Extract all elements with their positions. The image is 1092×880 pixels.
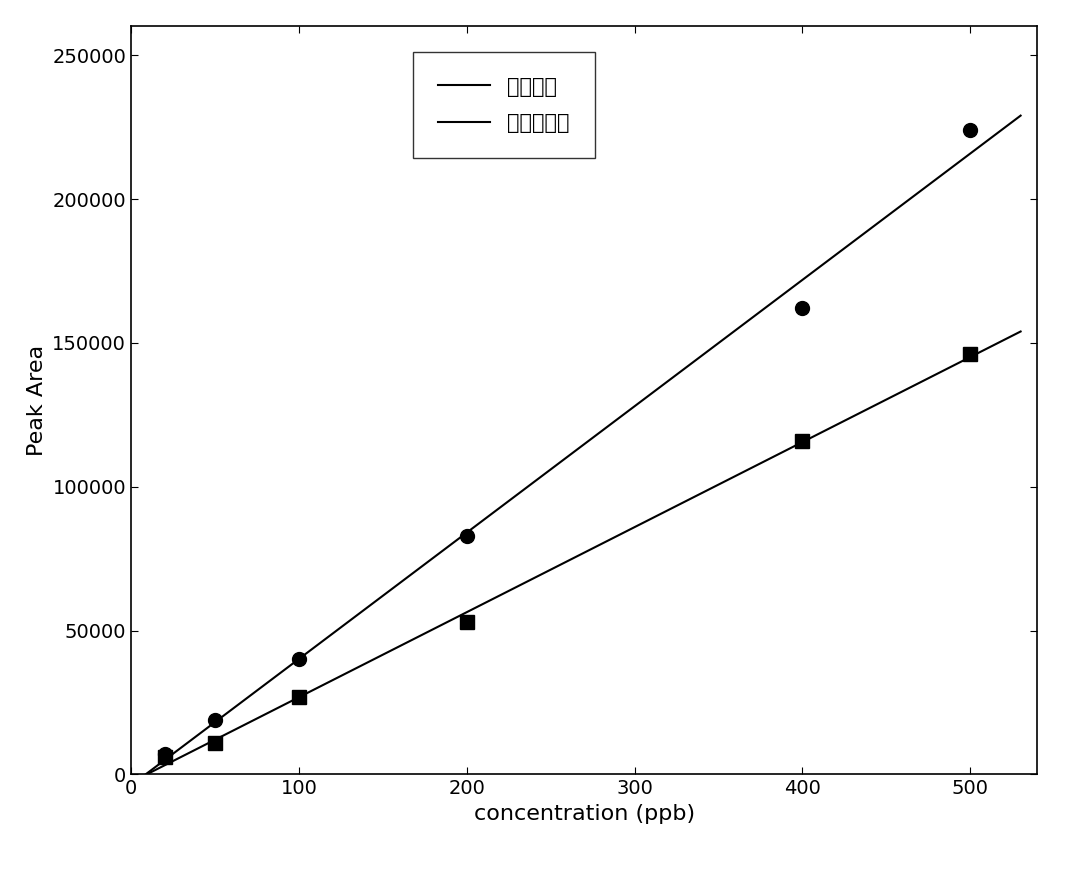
Legend: 基质加标, 纯溶剂加标: 基质加标, 纯溶剂加标 — [414, 52, 595, 158]
Y-axis label: Peak Area: Peak Area — [26, 345, 47, 456]
X-axis label: concentration (ppb): concentration (ppb) — [474, 803, 695, 824]
